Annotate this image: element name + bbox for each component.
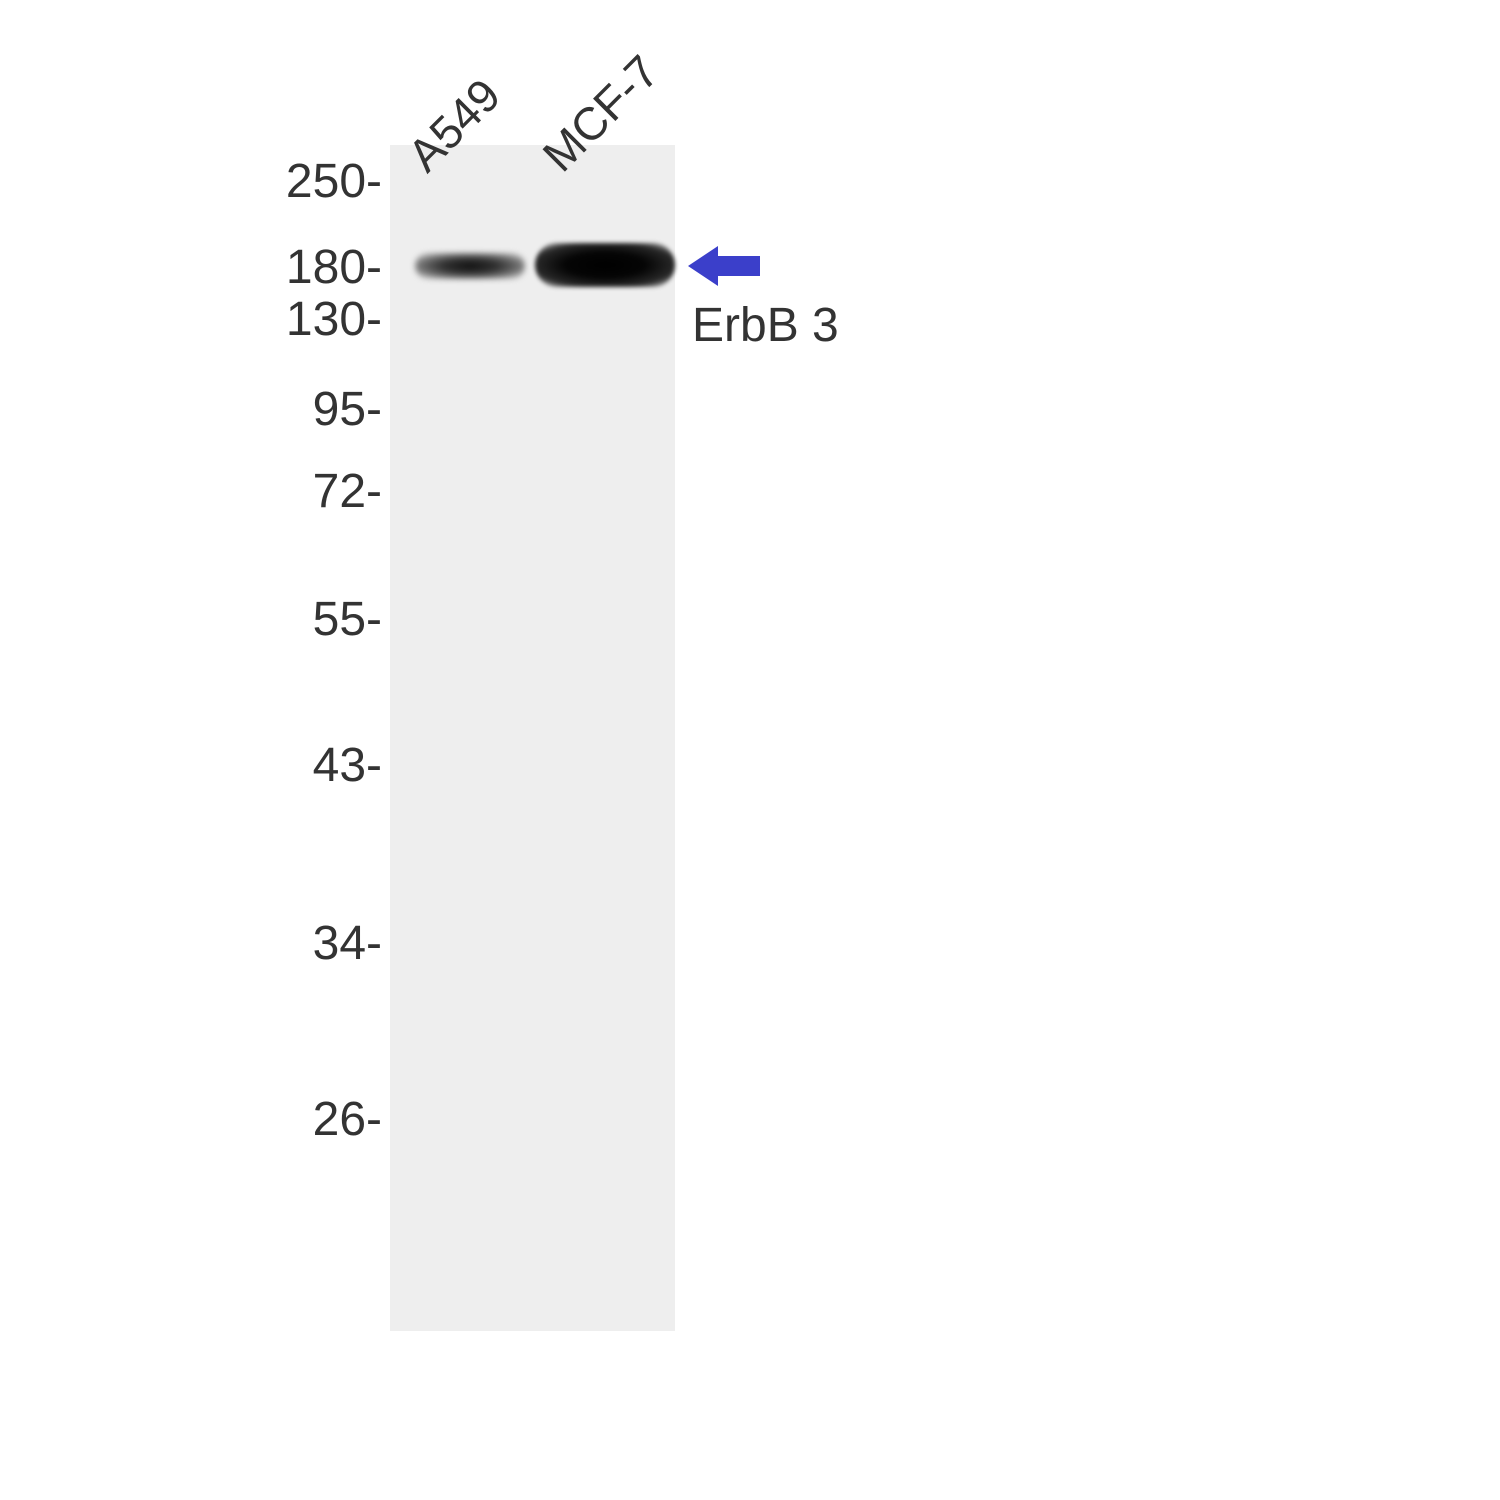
arrow-polygon: [688, 246, 760, 286]
mw-marker-72: 72-: [0, 464, 382, 519]
mw-marker-26: 26-: [0, 1092, 382, 1147]
western-blot-figure: A549 MCF-7 250- 180- 130- 95- 72- 55- 43…: [0, 0, 1500, 1500]
mw-marker-250: 250-: [0, 154, 382, 209]
mw-marker-95: 95-: [0, 382, 382, 437]
blot-membrane: [390, 145, 675, 1331]
target-protein-label: ErbB 3: [692, 298, 839, 353]
target-arrow-icon: [688, 246, 760, 286]
mw-marker-34: 34-: [0, 916, 382, 971]
mw-marker-55: 55-: [0, 592, 382, 647]
band-mcf7: [535, 243, 675, 287]
mw-marker-130: 130-: [0, 292, 382, 347]
mw-marker-43: 43-: [0, 738, 382, 793]
band-a549: [415, 253, 525, 279]
mw-marker-180: 180-: [0, 240, 382, 295]
